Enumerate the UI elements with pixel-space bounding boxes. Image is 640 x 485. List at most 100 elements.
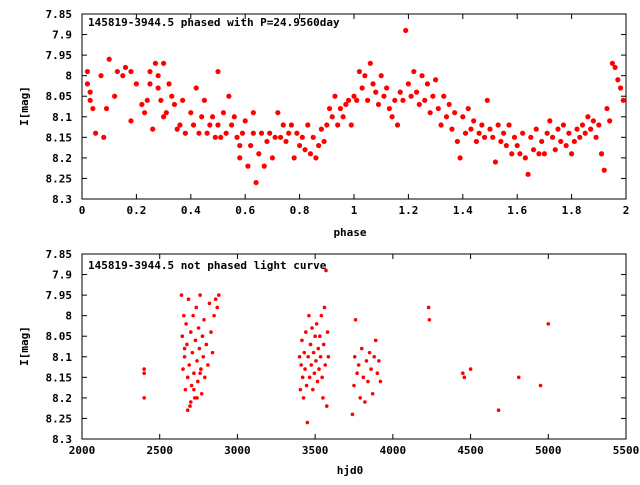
phased-data-point [120,73,126,79]
phased-data-point [405,81,411,87]
phased-y-tick-label: 7.95 [46,49,73,62]
phased-data-point [204,130,210,136]
phased-data-point [541,151,548,157]
unphased-data-point [189,383,194,388]
unphased-y-axis-label: I[mag] [18,326,31,366]
unphased-y-tick-label: 8.2 [52,392,72,405]
phased-data-point [166,81,172,87]
unphased-data-point [186,297,191,302]
phased-data-point [155,85,161,91]
unphased-data-point [298,387,303,392]
phased-data-point [324,122,330,128]
phased-x-tick-label: 1.8 [562,204,582,217]
phased-data-point [332,93,338,99]
phased-data-point [112,93,118,99]
phased-x-tick-label: 2 [623,204,630,217]
phased-data-point [365,97,371,103]
phased-y-tick-label: 7.9 [52,29,72,42]
phased-data-point [337,105,343,112]
phased-data-point [348,122,354,128]
unphased-data-point [356,363,361,367]
phased-data-point [487,126,493,132]
phased-y-tick-label: 8.25 [46,172,73,185]
phased-data-point [201,97,207,103]
unphased-data-point [353,317,358,322]
unphased-data-point [193,338,198,343]
unphased-x-tick-label: 2500 [146,444,173,457]
phased-y-tick-label: 8.1 [52,111,72,124]
unphased-data-point [142,367,146,371]
unphased-data-point [304,383,309,388]
unphased-points [142,268,551,425]
phased-data-point [617,85,624,91]
phased-data-point [520,130,526,136]
unphased-data-point [189,330,193,334]
phased-data-point [413,89,420,95]
phased-data-point [215,68,221,75]
phased-data-point [552,147,558,153]
phased-data-point [598,151,605,157]
phased-data-point [174,126,180,132]
phased-data-point [400,97,406,103]
unphased-data-point [324,268,328,273]
phased-data-point [128,68,134,75]
unphased-data-point [326,354,331,359]
phased-data-point [261,163,267,169]
phased-x-tick-label: 1.6 [507,204,527,217]
unphased-data-point [461,371,465,376]
unphased-data-point [212,313,216,318]
phased-data-point [297,142,303,149]
phased-data-point [479,122,485,128]
phased-data-point [525,171,531,177]
phased-data-point [343,101,349,108]
phased-data-point [313,155,319,161]
phased-data-point [549,134,556,140]
unphased-data-point [183,387,188,392]
phased-data-point [299,134,305,140]
phased-data-point [106,56,112,62]
phased-data-point [476,130,482,136]
unphased-y-tick-label: 7.9 [52,269,72,282]
unphased-data-point [197,346,202,351]
unphased-data-point [194,305,199,310]
phased-data-point [612,64,618,71]
unphased-data-point [316,346,321,351]
phased-data-point [169,93,175,99]
phased-data-point [269,155,275,161]
unphased-data-point [308,342,313,347]
phased-data-point [569,151,575,157]
phased-data-point [223,130,229,136]
unphased-data-point [426,305,431,310]
unphased-data-point [207,301,212,306]
unphased-data-point [198,293,202,297]
phased-data-point [133,81,139,87]
phased-data-point [389,114,395,120]
unphased-data-point [364,359,369,363]
unphased-data-point [305,420,310,425]
unphased-data-point [315,379,320,384]
phased-x-tick-label: 0.8 [290,204,310,217]
phased-y-tick-label: 8 [65,70,72,83]
phased-ticks: 0 0.2 0.4 0.6 0.8 1 1.2 1.4 1.6 1.8 2 7.85 7.9 7.95 8 8… [46,8,630,217]
phased-data-point [199,114,205,120]
phased-data-point [190,122,197,128]
phased-data-point [237,142,243,149]
phased-data-point [250,130,256,136]
unphased-ticks: 2000 2500 3000 3500 4000 4500 5000 5500 7.85 7.9 7… [46,248,640,457]
phased-data-point [384,85,390,91]
phased-x-tick-label: 0.4 [181,204,201,217]
phased-data-point [517,151,523,157]
unphased-data-point [306,354,310,359]
phased-data-point [370,81,376,87]
unphased-data-point [195,396,199,400]
unphased-data-point [195,379,200,384]
phased-data-point [359,85,365,91]
phased-data-point [604,105,610,112]
phased-data-point [514,142,520,149]
phased-data-point [503,142,509,149]
unphased-y-tick-label: 7.85 [46,248,73,261]
unphased-chart-title: 145819-3944.5 not phased light curve [88,259,327,272]
unphased-data-point [310,326,314,330]
unphased-x-tick-label: 5500 [613,444,640,457]
unphased-chart: 2000 2500 3000 3500 4000 4500 5000 5500 7.85 7.9 7… [18,248,639,477]
